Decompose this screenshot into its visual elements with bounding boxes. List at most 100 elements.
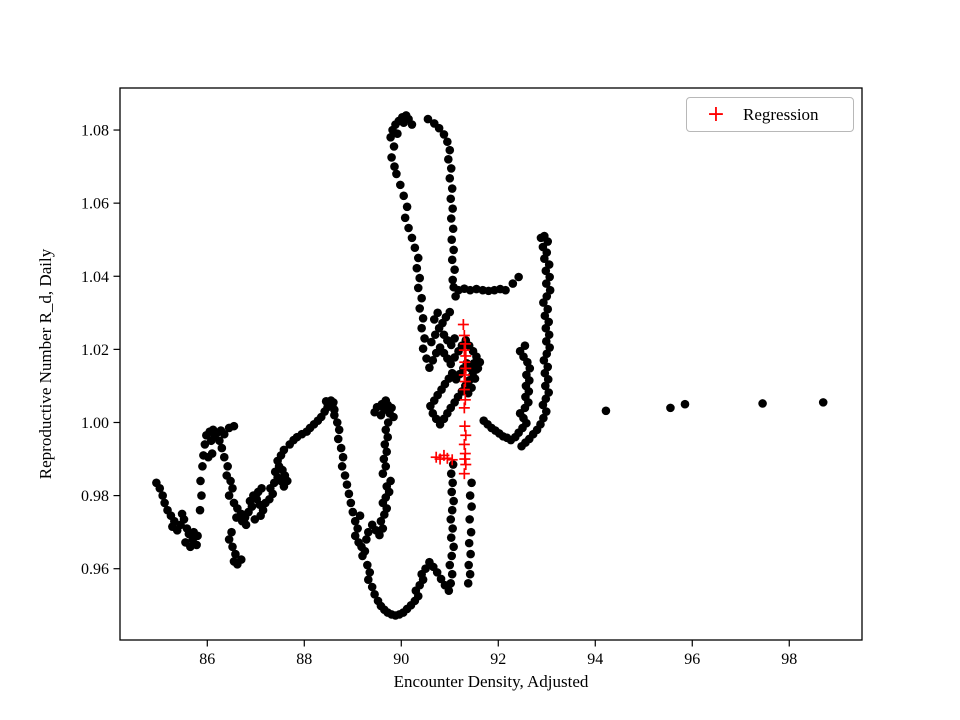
- data-point: [467, 478, 476, 488]
- data-point: [158, 491, 167, 500]
- data-point: [196, 476, 205, 486]
- data-point: [381, 462, 391, 471]
- data-point: [362, 535, 371, 544]
- y-axis-label: Reproductive Number R_d, Daily: [36, 248, 55, 480]
- data-point: [389, 142, 399, 151]
- data-point: [446, 194, 456, 204]
- data-point: [330, 410, 339, 420]
- data-point: [446, 214, 456, 223]
- data-point: [383, 418, 393, 427]
- data-point: [353, 524, 362, 533]
- data-point: [447, 569, 457, 579]
- y-tick-label: 1.04: [81, 269, 109, 286]
- data-point: [340, 471, 350, 480]
- data-point: [463, 579, 473, 588]
- data-point: [508, 279, 518, 288]
- data-point: [197, 491, 206, 500]
- legend[interactable]: + Regression: [686, 97, 854, 132]
- data-point: [449, 542, 458, 552]
- x-tick-label: 90: [393, 651, 409, 668]
- data-point: [381, 425, 391, 435]
- data-point: [348, 507, 358, 517]
- data-point: [232, 513, 241, 522]
- data-point: [541, 279, 551, 288]
- data-point: [541, 266, 551, 276]
- data-point: [467, 502, 476, 511]
- data-point: [443, 137, 452, 147]
- data-point: [379, 454, 389, 464]
- data-point: [448, 524, 457, 533]
- data-point: [430, 330, 440, 340]
- data-point: [375, 530, 384, 540]
- y-tick-label: 1.00: [81, 415, 109, 432]
- data-point: [465, 515, 474, 524]
- data-point: [364, 575, 373, 584]
- data-point: [223, 462, 232, 471]
- data-point: [818, 398, 828, 407]
- data-point: [538, 400, 548, 410]
- data-point: [344, 489, 354, 499]
- data-point: [387, 153, 396, 162]
- data-point: [446, 533, 456, 542]
- data-point: [446, 359, 456, 369]
- data-point: [473, 364, 483, 373]
- data-point: [389, 412, 398, 422]
- data-point: [413, 283, 423, 293]
- data-point: [539, 298, 548, 307]
- data-point: [543, 304, 553, 314]
- data-point: [367, 582, 377, 592]
- data-point: [337, 462, 347, 471]
- data-point: [370, 590, 379, 599]
- data-point: [364, 527, 373, 537]
- data-point: [447, 184, 457, 193]
- x-axis-label: Encounter Density, Adjusted: [393, 672, 589, 691]
- data-point: [224, 491, 234, 500]
- data-point: [433, 308, 442, 318]
- data-point: [449, 245, 458, 255]
- data-point: [365, 568, 375, 577]
- data-point: [470, 374, 480, 383]
- data-point: [219, 429, 229, 439]
- data-point: [228, 483, 237, 493]
- data-point: [358, 551, 367, 561]
- data-point: [390, 162, 399, 171]
- data-point: [206, 436, 216, 446]
- data-point: [229, 421, 239, 431]
- data-point: [450, 265, 459, 274]
- data-point: [421, 564, 430, 574]
- data-point: [465, 491, 475, 500]
- data-point: [392, 169, 401, 179]
- data-point: [415, 273, 425, 283]
- data-point: [181, 538, 190, 547]
- data-point: [447, 235, 457, 245]
- data-point: [450, 334, 459, 343]
- data-point: [383, 432, 393, 442]
- data-point: [447, 505, 457, 515]
- data-point: [428, 409, 438, 418]
- data-point: [386, 476, 395, 486]
- data-point: [283, 476, 292, 486]
- legend-label: Regression: [743, 104, 819, 124]
- data-point: [404, 223, 413, 233]
- data-point: [393, 129, 402, 138]
- data-point: [334, 425, 344, 435]
- data-point: [464, 538, 474, 548]
- data-point: [338, 452, 348, 462]
- data-point: [517, 441, 526, 451]
- data-point: [226, 476, 235, 486]
- x-tick-label: 94: [587, 651, 603, 668]
- data-point: [420, 334, 429, 343]
- data-point: [342, 480, 352, 489]
- data-point: [380, 440, 390, 449]
- data-point: [447, 368, 457, 378]
- data-point: [540, 311, 550, 321]
- data-point: [198, 462, 207, 471]
- data-point: [446, 469, 456, 478]
- data-point: [542, 349, 552, 359]
- data-point: [432, 568, 442, 577]
- data-point: [200, 440, 210, 449]
- data-point: [378, 524, 388, 533]
- data-point: [429, 315, 439, 324]
- data-point: [224, 535, 234, 544]
